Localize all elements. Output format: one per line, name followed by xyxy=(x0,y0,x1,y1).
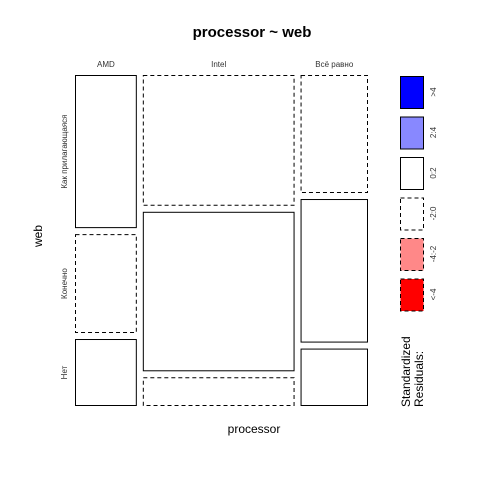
legend-label: >4 xyxy=(429,87,438,97)
mosaic-tile xyxy=(75,75,137,229)
x-level-label: Всё равно xyxy=(315,60,354,69)
x-level-label: AMD xyxy=(97,60,115,69)
mosaic-tile xyxy=(300,75,368,194)
legend-label: -4:-2 xyxy=(429,245,438,262)
x-level-label: Intel xyxy=(211,60,226,69)
y-level-label: Конечно xyxy=(60,268,69,299)
legend-label: 0:2 xyxy=(429,167,438,179)
mosaic-tile xyxy=(300,199,368,343)
legend-swatch xyxy=(400,157,424,190)
legend-title-line2: Residuals: xyxy=(412,351,426,407)
mosaic-tile xyxy=(142,75,295,206)
legend-label: -2:0 xyxy=(429,206,438,220)
legend-swatch xyxy=(400,76,424,109)
legend-title-line1: Standardized xyxy=(399,336,413,407)
chart-title: processor ~ web xyxy=(193,24,312,41)
legend-swatch xyxy=(400,116,424,150)
mosaic-tile xyxy=(75,234,137,334)
legend-label: 2:4 xyxy=(429,126,438,138)
legend-swatch xyxy=(400,278,424,312)
legend: >4 2:4 0:2 -2:0 -4:-2 <-4 Standardized Residu… xyxy=(399,76,438,407)
y-level-label: Как прилагающаяся xyxy=(60,115,69,189)
x-axis-label: processor xyxy=(228,422,281,436)
y-level-label: Нет xyxy=(60,365,69,379)
y-axis-label: web xyxy=(31,225,45,248)
mosaic-tile xyxy=(142,377,295,407)
mosaic-tile xyxy=(300,348,368,406)
legend-swatch xyxy=(400,197,424,231)
mosaic-tile xyxy=(75,339,137,407)
legend-label: <-4 xyxy=(429,288,438,300)
mosaic-tile xyxy=(142,211,295,372)
legend-swatch xyxy=(400,238,424,271)
